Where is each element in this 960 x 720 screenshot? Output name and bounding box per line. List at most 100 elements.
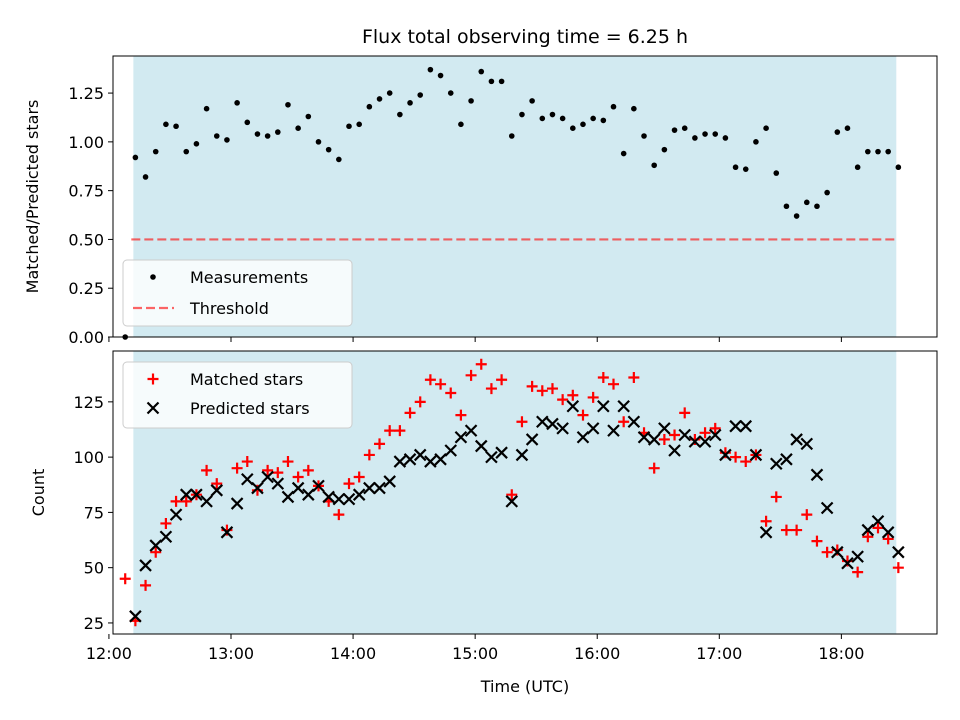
predicted-point (831, 545, 844, 559)
measurement-point (132, 154, 139, 161)
measurement-point (417, 92, 424, 98)
measurement-point (702, 131, 708, 137)
predicted-point (658, 422, 671, 435)
matched-point (699, 427, 711, 439)
measurement-point (692, 135, 698, 141)
measurement-point (366, 103, 373, 110)
matched-point (485, 383, 497, 395)
predicted-point (220, 526, 234, 539)
measurement-point (193, 141, 200, 147)
top-ytick-label: 0.25 (68, 279, 104, 298)
measurement-point (183, 148, 190, 155)
measurement-point (803, 199, 810, 206)
measurement-point (142, 174, 149, 180)
predicted-point (627, 415, 641, 429)
matched-point (435, 378, 447, 390)
measurement-point (478, 68, 485, 75)
measurement-point (651, 162, 657, 169)
measurement-point (854, 164, 861, 171)
matched-point (282, 456, 294, 468)
measurement-point (295, 125, 301, 132)
bottom-ytick-label: 25 (84, 614, 104, 633)
matched-point (465, 369, 477, 381)
predicted-point (271, 477, 285, 490)
measurement-point (620, 150, 627, 157)
predicted-point (637, 430, 651, 444)
matched-point (618, 416, 630, 428)
matched-point (770, 491, 782, 503)
top-panel: 0.00 0.25 0.50 0.75 1.00 1.25 Matched/Predicte… (23, 55, 938, 347)
predicted-point (159, 530, 173, 543)
predicted-point (352, 488, 366, 501)
measurement-point (224, 137, 230, 143)
measurement-point (447, 90, 454, 96)
predicted-point (342, 492, 356, 506)
matched-point (811, 535, 823, 547)
measurement-point (397, 111, 403, 118)
predicted-point (556, 422, 569, 435)
matched-point (892, 562, 904, 574)
measurement-point (407, 100, 413, 106)
measurement-point (315, 139, 322, 145)
matched-point (262, 464, 274, 476)
predicted-point (800, 437, 814, 451)
predicted-point (525, 433, 539, 446)
matched-point (424, 374, 436, 386)
predicted-point (169, 508, 183, 521)
predicted-point (424, 455, 437, 468)
bottom-xtick-label: 13:00 (208, 644, 254, 663)
predicted-point (383, 475, 396, 488)
measurement-point (895, 164, 902, 171)
matched-point (577, 409, 589, 421)
matched-point (628, 372, 640, 384)
predicted-point (373, 481, 386, 495)
predicted-point (129, 610, 142, 623)
matched-point (343, 478, 355, 490)
matched-point (180, 495, 192, 507)
predicted-point (719, 448, 732, 462)
predicted-point (464, 424, 478, 437)
measurement-point (437, 72, 444, 79)
matched-point (506, 489, 518, 501)
predicted-point (647, 433, 661, 446)
predicted-point (251, 481, 264, 495)
measurement-point (763, 125, 769, 132)
predicted-point (576, 430, 590, 444)
predicted-point (149, 539, 163, 552)
matched-point (760, 515, 772, 527)
predicted-point (505, 495, 519, 508)
measurement-point (519, 111, 525, 118)
predicted-point (566, 399, 580, 413)
matched-point (872, 522, 884, 534)
matched-point (363, 449, 375, 461)
matched-point (353, 471, 365, 483)
predicted-point (881, 526, 895, 539)
matched-point (516, 416, 528, 428)
measurement-point (773, 170, 780, 176)
predicted-point (261, 470, 274, 484)
predicted-point (597, 399, 610, 413)
measurement-point (712, 131, 719, 137)
legend-matched-marker (147, 373, 159, 385)
predicted-point (302, 488, 315, 501)
top-ytick-label: 1.25 (68, 84, 104, 103)
measurement-point (793, 213, 800, 219)
matched-point (801, 509, 813, 521)
measurement-point (376, 96, 383, 102)
matched-point (384, 425, 396, 437)
measurement-point (570, 125, 576, 132)
top-ytick-label: 0.00 (68, 328, 104, 347)
measurement-point (865, 148, 871, 155)
measurement-point (529, 98, 535, 104)
bottom-ytick-label: 50 (84, 559, 104, 578)
predicted-point (230, 497, 244, 510)
measurement-point (203, 105, 210, 112)
legend-predicted-label: Predicted stars (190, 399, 310, 418)
measurement-point (559, 115, 566, 122)
measurement-point (732, 164, 739, 171)
predicted-point (312, 479, 325, 493)
top-ytick-label: 0.50 (68, 230, 104, 249)
matched-point (852, 566, 864, 578)
matched-point (536, 385, 548, 397)
